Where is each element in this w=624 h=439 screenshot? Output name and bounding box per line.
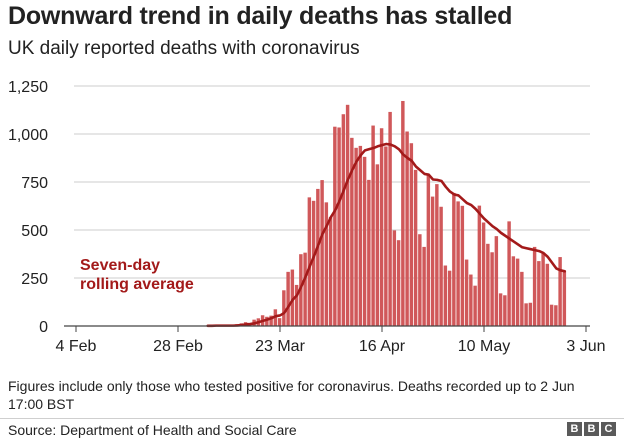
x-tick-label: 10 May	[458, 338, 510, 355]
chart-plot: 0 250 500 750 1,000 1,250 4 Feb 28 Feb 23 Mar 16…	[8, 79, 606, 355]
bar	[290, 269, 295, 326]
bar	[418, 234, 422, 326]
bar	[333, 126, 337, 326]
source-text: Source: Department of Health and Social …	[8, 422, 297, 438]
bar	[350, 137, 354, 326]
bar	[456, 201, 460, 326]
bar	[473, 285, 477, 326]
bar	[486, 243, 490, 326]
bar	[426, 174, 431, 326]
bar	[435, 184, 439, 326]
bar	[477, 205, 482, 326]
series-line	[206, 142, 567, 328]
y-tick-label: 750	[21, 175, 48, 192]
bar	[282, 290, 286, 326]
bar	[371, 125, 375, 326]
bar	[515, 258, 520, 326]
bar	[294, 284, 299, 326]
bar	[286, 271, 290, 326]
bar	[452, 192, 456, 326]
bar	[524, 303, 528, 326]
bar	[422, 246, 426, 326]
bar	[469, 274, 473, 326]
bar	[316, 188, 320, 326]
y-tick-label: 1,000	[8, 127, 48, 144]
bar	[307, 197, 312, 326]
bar	[375, 164, 380, 326]
bar	[379, 128, 384, 326]
bar	[277, 318, 282, 326]
bar	[490, 252, 494, 326]
x-tick-label: 16 Apr	[359, 338, 406, 355]
bar	[269, 315, 273, 326]
bbc-logo: B B C	[567, 422, 616, 436]
chart-subtitle: UK daily reported deaths with coronaviru…	[8, 38, 360, 59]
bar	[345, 104, 350, 326]
bar	[311, 200, 316, 326]
y-tick-label: 500	[21, 223, 48, 240]
bar	[464, 259, 469, 326]
x-tick-label: 28 Feb	[153, 338, 203, 355]
bar	[549, 304, 554, 326]
bar	[396, 240, 401, 326]
source-bar: Source: Department of Health and Social …	[0, 418, 624, 439]
rolling-average-series	[206, 142, 567, 328]
bar	[367, 179, 371, 326]
x-axis: 4 Feb 28 Feb 23 Mar 16 Apr 10 May 3 Jun	[56, 325, 606, 355]
bar	[545, 263, 550, 326]
bar	[554, 305, 558, 326]
bar	[401, 100, 405, 326]
annotation-label: rolling average	[80, 276, 194, 293]
bar	[413, 169, 418, 326]
y-tick-label: 250	[21, 271, 48, 288]
bar	[324, 202, 329, 326]
bar	[341, 114, 346, 326]
y-axis-labels: 0 250 500 750 1,000 1,250	[8, 79, 48, 336]
bar	[384, 146, 388, 326]
annotation-label: Seven-day	[80, 257, 160, 274]
bar-series	[205, 100, 567, 327]
x-tick-label: 3 Jun	[566, 338, 605, 355]
bar	[447, 270, 452, 326]
bar	[337, 127, 341, 326]
bar	[328, 216, 333, 326]
bar	[362, 156, 367, 326]
bar	[532, 246, 537, 326]
bar	[511, 256, 516, 326]
bar	[443, 265, 448, 326]
bbc-logo-letter: B	[584, 422, 599, 436]
bar	[409, 143, 414, 326]
bar	[507, 221, 511, 326]
bar	[481, 222, 486, 326]
x-tick-label: 4 Feb	[56, 338, 97, 355]
bar	[439, 206, 443, 326]
bar	[358, 145, 363, 326]
bar	[388, 111, 392, 326]
bar	[541, 253, 545, 326]
chart-title: Downward trend in daily deaths has stall…	[8, 2, 513, 30]
bar	[528, 302, 533, 326]
bar	[320, 180, 324, 326]
bar	[303, 252, 307, 326]
bbc-logo-letter: C	[601, 422, 616, 436]
bar	[537, 261, 541, 326]
y-tick-label: 0	[39, 319, 48, 336]
bar	[354, 147, 358, 326]
bar	[503, 295, 507, 326]
annotation: Seven-day rolling average	[80, 257, 194, 293]
bar	[558, 257, 562, 326]
bar	[520, 271, 524, 326]
bar	[498, 293, 503, 326]
bar	[494, 236, 499, 326]
bar	[392, 230, 397, 326]
y-tick-label: 1,250	[8, 79, 48, 96]
bar	[430, 196, 435, 326]
bar	[405, 131, 409, 326]
bar	[460, 205, 465, 326]
bbc-logo-letter: B	[567, 422, 582, 436]
bar	[562, 271, 567, 326]
footnote: Figures include only those who tested po…	[8, 378, 575, 412]
bar	[265, 316, 269, 326]
x-tick-label: 23 Mar	[255, 338, 305, 355]
